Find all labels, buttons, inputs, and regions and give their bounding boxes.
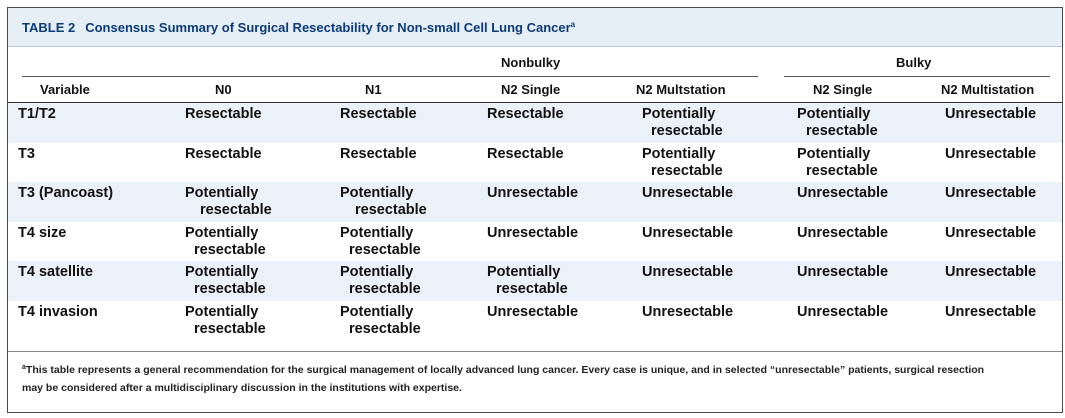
table-row: T1/T2 Resectable Resectable Resectable P…	[8, 103, 1062, 143]
table-cell: Potentially resectable	[487, 264, 568, 297]
table-cell: Unresectable	[797, 185, 889, 201]
table-cell: Unresectable	[642, 264, 734, 280]
table-cell: Potentially resectable	[185, 225, 266, 258]
column-header-variable: Variable	[40, 82, 90, 97]
table-number: TABLE 2	[22, 20, 76, 35]
table-cell: Potentially resectable	[797, 146, 878, 179]
column-header-bulky-n2-multistation: N2 Multistation	[941, 82, 1035, 97]
header-rule	[8, 102, 1062, 103]
column-header-nonbulky-n2-single: N2 Single	[501, 82, 561, 97]
footnote-rule	[8, 351, 1062, 352]
column-header-n0: N0	[215, 82, 232, 97]
group-header-bulky: Bulky	[896, 55, 932, 70]
table-cell: Potentially resectable	[340, 264, 421, 297]
table-frame: TABLE 2 Consensus Summary of Surgical Res…	[7, 7, 1063, 413]
column-header-nonbulky-n2-multistation: N2 Multstation	[636, 82, 726, 97]
table-cell: Unresectable	[642, 185, 734, 201]
footnote-mark: a	[22, 364, 26, 371]
table-row: T4 satellite Potentially resectable Poten…	[8, 261, 1062, 301]
table-cell: Potentially resectable	[797, 106, 878, 139]
table-cell: Resectable	[185, 146, 262, 162]
table-footnote: aThis table represents a general recomme…	[22, 362, 1052, 396]
table-row: T3 (Pancoast) Potentially resectable Pote…	[8, 182, 1062, 222]
group-header-nonbulky: Nonbulky	[501, 55, 561, 70]
row-label: T4 size	[18, 225, 67, 241]
table-cell: Resectable	[340, 106, 417, 122]
group-rule-nonbulky	[22, 76, 758, 77]
group-rule-bulky	[784, 76, 1050, 77]
table-cell: Unresectable	[945, 106, 1037, 122]
table-cell: Unresectable	[945, 146, 1037, 162]
column-header-n1: N1	[365, 82, 382, 97]
table-row: T4 invasion Potentially resectable Potent…	[8, 301, 1062, 343]
title-footnote-mark: a	[570, 20, 576, 29]
table-cell: Potentially resectable	[340, 304, 421, 337]
table-cell: Resectable	[487, 106, 564, 122]
table-row: T4 size Potentially resectable Potentiall…	[8, 222, 1062, 261]
row-label: T4 satellite	[18, 264, 93, 280]
table-cell: Unresectable	[945, 264, 1037, 280]
row-label: T4 invasion	[18, 304, 98, 320]
table-cell: Unresectable	[642, 304, 734, 320]
table-cell: Unresectable	[945, 185, 1037, 201]
table-cell: Unresectable	[945, 304, 1037, 320]
table-cell: Resectable	[487, 146, 564, 162]
table-cell: Unresectable	[487, 185, 579, 201]
table-cell: Unresectable	[797, 264, 889, 280]
table-cell: Unresectable	[642, 225, 734, 241]
table-cell: Unresectable	[487, 304, 579, 320]
table-title: TABLE 2 Consensus Summary of Surgical Res…	[22, 20, 575, 35]
table-cell: Unresectable	[945, 225, 1037, 241]
footnote-line-2: may be considered after a multidisciplin…	[22, 382, 462, 394]
row-label: T3 (Pancoast)	[18, 185, 114, 201]
table-cell: Unresectable	[797, 225, 889, 241]
table-cell: Potentially resectable	[185, 185, 272, 218]
table-cell: Potentially resectable	[642, 106, 723, 139]
row-label: T1/T2	[18, 106, 56, 122]
table-cell: Potentially resectable	[340, 185, 427, 218]
table-cell: Unresectable	[487, 225, 579, 241]
table-cell: Resectable	[340, 146, 417, 162]
table-cell: Potentially resectable	[642, 146, 723, 179]
table-cell: Unresectable	[797, 304, 889, 320]
table-cell: Potentially resectable	[340, 225, 421, 258]
table-cell: Potentially resectable	[185, 304, 266, 337]
table-cell: Resectable	[185, 106, 262, 122]
table-cell: Potentially resectable	[185, 264, 266, 297]
table-row: T3 Resectable Resectable Resectable Pote…	[8, 143, 1062, 182]
column-header-bulky-n2-single: N2 Single	[813, 82, 873, 97]
footnote-line-1: This table represents a general recommen…	[25, 364, 985, 376]
table-title-text: Consensus Summary of Surgical Resectabil…	[85, 20, 571, 35]
row-label: T3	[18, 146, 35, 162]
table-title-bar: TABLE 2 Consensus Summary of Surgical Res…	[8, 8, 1062, 47]
